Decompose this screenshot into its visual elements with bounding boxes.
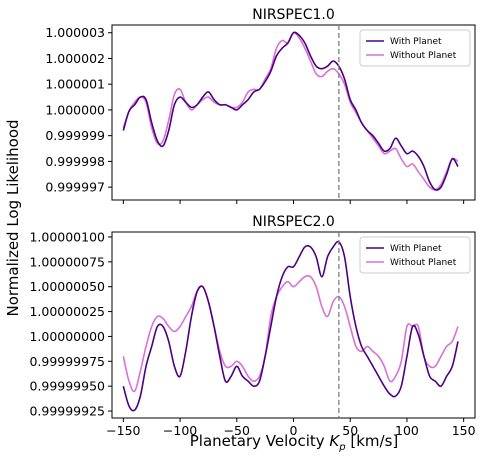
legend-box [359, 29, 471, 67]
x-axis-label-unit: [km/s] [346, 432, 399, 450]
x-axis-label-var: K [329, 432, 340, 450]
x-tick-label: 50 [342, 423, 358, 438]
y-tick-label: 0.999998 [45, 154, 105, 169]
x-tick-label: 100 [395, 423, 419, 438]
x-tick-label: 0 [290, 423, 298, 438]
y-tick-label: 1.000002 [45, 51, 105, 66]
y-axis-label: Normalized Log Likelihood [4, 119, 22, 316]
y-tick-label: 1.00000050 [29, 279, 105, 294]
legend-label: Without Planet [390, 51, 457, 61]
x-tick-label: 150 [452, 423, 476, 438]
y-tick-label: 1.000001 [45, 77, 105, 92]
series-line-without-planet [122, 275, 459, 393]
y-tick-label: 1.00000025 [29, 304, 105, 319]
legend-box [359, 236, 471, 274]
series-line-with-planet [122, 31, 459, 191]
panel-title: NIRSPEC1.0 [252, 7, 335, 23]
y-tick-label: 0.99999925 [29, 404, 105, 419]
legend-label: With Planet [390, 37, 442, 47]
nirspec2-panel: NIRSPEC2.0 0.99999925 0.99999950 0.99999975… [29, 214, 475, 438]
y-tick-label: 1.000000 [45, 102, 105, 117]
legend-label: Without Planet [390, 258, 457, 268]
y-tick-label: 1.000003 [45, 25, 105, 40]
y-tick-label: 0.99999975 [29, 354, 105, 369]
y-tick-label: 0.999997 [45, 180, 105, 195]
x-axis-label-sub: p [338, 442, 345, 453]
nirspec1-panel: NIRSPEC1.0 0.999997 0.999998 0.999999 1.0000… [45, 7, 476, 204]
y-tick-label: 0.99999950 [29, 379, 105, 394]
x-tick-label: −150 [106, 423, 140, 438]
y-tick-label: 1.00000100 [29, 229, 105, 244]
series-line-with-planet [122, 240, 459, 412]
legend-label: With Planet [390, 244, 442, 254]
y-tick-label: 0.999999 [45, 128, 105, 143]
x-axis-label: Planetary Velocity Kp [km/s] [190, 432, 398, 453]
y-tick-label: 1.00000000 [29, 329, 105, 344]
x-axis-label-prefix: Planetary Velocity [190, 432, 330, 450]
y-tick-label: 1.00000075 [29, 254, 105, 269]
panel-title: NIRSPEC2.0 [252, 214, 335, 230]
x-tick-label: −50 [224, 423, 250, 438]
x-tick-label: −100 [163, 423, 197, 438]
